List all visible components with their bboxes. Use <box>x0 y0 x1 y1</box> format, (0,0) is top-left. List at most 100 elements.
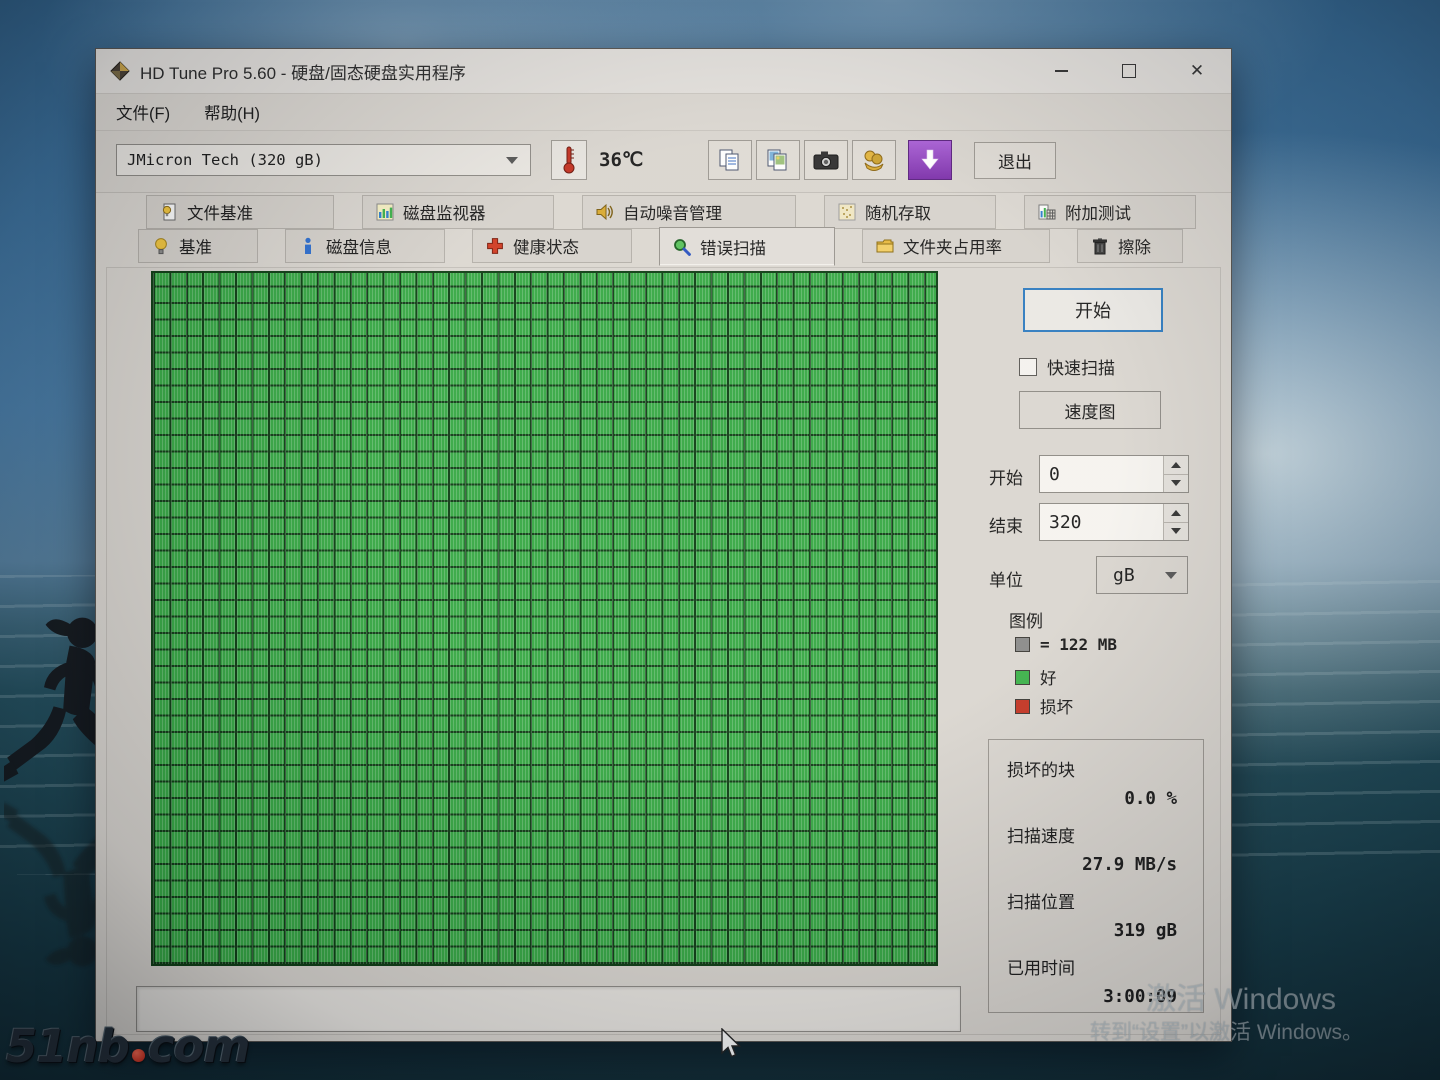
quick-scan-label: 快速扫描 <box>1047 359 1115 378</box>
tab-folder-usage[interactable]: 文件夹占用率 <box>862 229 1050 263</box>
app-icon <box>110 61 130 81</box>
spin-up-button[interactable] <box>1164 504 1188 523</box>
temperature-value: 36℃ <box>599 149 644 171</box>
scan-block-grid <box>151 271 938 966</box>
arrow-up-icon <box>1171 509 1181 516</box>
copy-text-icon <box>719 149 739 171</box>
scan-position-label: 扫描位置 <box>1007 893 1075 912</box>
hdtune-window: HD Tune Pro 5.60 - 硬盘/固态硬盘实用程序 ✕ 文件(F) 帮… <box>95 48 1232 1042</box>
activate-windows-instruction: 转到“设置”以激活 Windows。 <box>1090 1021 1364 1044</box>
tab-row-primary: 基准 磁盘信息 健康状态 错误扫描 <box>138 227 1183 266</box>
scan-stats-box: 损坏的块 0.0 % 扫描速度 27.9 MB/s 扫描位置 319 gB 已用… <box>988 739 1204 1013</box>
arrow-down-icon <box>1171 480 1181 487</box>
tab-benchmark[interactable]: 基准 <box>138 229 258 263</box>
trash-icon <box>1093 238 1107 255</box>
tab-health[interactable]: 健康状态 <box>472 229 632 263</box>
speaker-icon <box>596 203 613 221</box>
elapsed-time-value: 3:00:09 <box>1103 987 1177 1007</box>
end-spin-buttons <box>1163 504 1188 540</box>
tab-error-scan[interactable]: 错误扫描 <box>659 227 835 266</box>
menu-help[interactable]: 帮助(H) <box>204 105 260 123</box>
spin-down-button[interactable] <box>1164 522 1188 540</box>
legend-block-size-text: = 122 MB <box>1040 635 1118 654</box>
tab-erase[interactable]: 擦除 <box>1077 229 1183 263</box>
toolbar: JMicron Tech (320 gB) 36℃ <box>96 131 1231 193</box>
minimize-icon <box>1054 70 1068 72</box>
speed-map-button[interactable]: 速度图 <box>1019 391 1161 429</box>
legend-bad: 损坏 <box>1015 694 1073 718</box>
drive-select[interactable]: JMicron Tech (320 gB) <box>116 144 531 176</box>
watermark-dot-icon <box>131 1049 145 1062</box>
random-access-icon <box>838 203 856 221</box>
start-position-value: 0 <box>1049 463 1060 485</box>
tab-disk-info[interactable]: 磁盘信息 <box>285 229 445 263</box>
camera-icon <box>813 151 839 170</box>
title-bar: HD Tune Pro 5.60 - 硬盘/固态硬盘实用程序 ✕ <box>96 49 1231 94</box>
donate-hand-icon <box>864 150 884 171</box>
chevron-down-icon <box>1165 571 1177 579</box>
close-icon: ✕ <box>1189 61 1205 80</box>
folder-icon <box>876 239 894 253</box>
temperature-button[interactable] <box>551 140 587 180</box>
legend-good-text: 好 <box>1040 670 1057 688</box>
menu-file[interactable]: 文件(F) <box>116 105 171 123</box>
disk-info-icon <box>305 237 311 254</box>
unit-dropdown[interactable]: gB <box>1096 556 1188 594</box>
legend-block-size: = 122 MB <box>1015 635 1117 654</box>
legend-title: 图例 <box>1009 612 1043 631</box>
tab-disk-monitor[interactable]: 磁盘监视器 <box>362 195 554 229</box>
screenshot-button[interactable] <box>804 140 848 180</box>
tab-row-secondary: 文件基准 磁盘监视器 自动噪音管理 <box>146 195 1196 229</box>
legend-bad-text: 损坏 <box>1040 699 1073 717</box>
window-controls: ✕ <box>1027 49 1231 93</box>
tab-file-benchmark[interactable]: 文件基准 <box>146 195 334 229</box>
quick-scan-checkbox[interactable] <box>1019 357 1037 376</box>
mouse-cursor <box>721 1028 742 1058</box>
site-watermark: 51nb com <box>6 1020 250 1073</box>
minimize-button[interactable] <box>1027 49 1095 93</box>
scan-speed-value: 27.9 MB/s <box>1082 855 1177 875</box>
elapsed-time-stat: 已用时间 3:00:09 <box>989 954 1203 1007</box>
scan-speed-label: 扫描速度 <box>1007 827 1075 846</box>
activate-windows-watermark: 激活 Windows <box>1146 983 1337 1016</box>
arrow-up-icon <box>1171 461 1181 468</box>
damaged-blocks-value: 0.0 % <box>1124 789 1177 809</box>
scan-progress-bar <box>136 986 961 1032</box>
scan-speed-stat: 扫描速度 27.9 MB/s <box>989 822 1203 875</box>
start-spin-buttons <box>1163 456 1188 492</box>
legend-good: 好 <box>1015 665 1057 689</box>
error-scan-magnifier-icon <box>674 238 691 256</box>
menu-bar: 文件(F) 帮助(H) <box>96 94 1231 131</box>
copy-image-icon <box>767 149 787 171</box>
donate-button[interactable] <box>852 140 896 180</box>
start-position-label: 开始 <box>989 469 1023 488</box>
tab-random-access[interactable]: 随机存取 <box>824 195 996 229</box>
end-position-spinner[interactable]: 320 <box>1039 503 1189 541</box>
tab-aam[interactable]: 自动噪音管理 <box>582 195 796 229</box>
unit-label: 单位 <box>989 571 1023 590</box>
scan-position-stat: 扫描位置 319 gB <box>989 888 1203 941</box>
maximize-icon <box>1122 64 1136 78</box>
start-scan-button[interactable]: 开始 <box>1023 288 1163 332</box>
block-swatch <box>1015 637 1030 652</box>
benchmark-bulb-icon <box>155 238 167 255</box>
arrow-down-icon <box>1171 528 1181 535</box>
copy-text-button[interactable] <box>708 140 752 180</box>
exit-button[interactable]: 退出 <box>974 142 1056 179</box>
thermometer-icon <box>563 146 575 174</box>
update-button[interactable] <box>908 140 952 180</box>
quick-scan-row: 快速扫描 <box>1019 354 1115 379</box>
spin-down-button[interactable] <box>1164 474 1188 492</box>
chevron-down-icon <box>506 156 518 164</box>
wallpaper-jogger-silhouette <box>4 617 99 967</box>
disk-monitor-icon <box>376 203 394 221</box>
file-benchmark-icon <box>162 203 176 221</box>
close-button[interactable]: ✕ <box>1163 49 1231 93</box>
copy-image-button[interactable] <box>756 140 800 180</box>
start-position-spinner[interactable]: 0 <box>1039 455 1189 493</box>
maximize-button[interactable] <box>1095 49 1163 93</box>
tab-extra-tests[interactable]: 附加测试 <box>1024 195 1196 229</box>
unit-value: gB <box>1113 564 1135 586</box>
spin-up-button[interactable] <box>1164 456 1188 475</box>
